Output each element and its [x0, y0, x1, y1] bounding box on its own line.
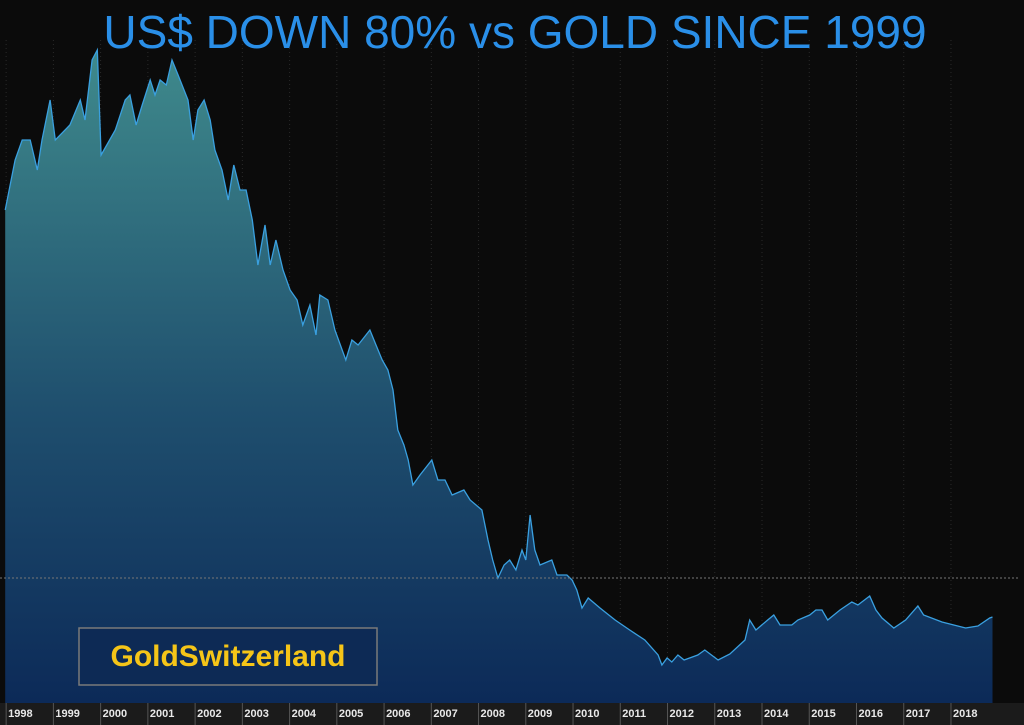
x-tick-label: 2017 — [906, 708, 930, 720]
logo-box — [78, 627, 378, 686]
x-tick-label: 2003 — [244, 708, 268, 720]
x-tick-label: 2002 — [197, 708, 221, 720]
x-tick-label: 2015 — [811, 708, 835, 720]
x-tick-label: 2004 — [292, 708, 317, 720]
x-tick-label: 2016 — [858, 708, 882, 720]
x-axis: 1998 1999 2000 2001 2002 2003 2004 2005 2006 2007… — [5, 703, 977, 725]
plot — [0, 47, 1019, 703]
x-axis-strip — [0, 703, 1024, 725]
x-tick-label: 2009 — [528, 708, 552, 720]
x-tick-label: 1998 — [8, 708, 32, 720]
x-tick-label: 2010 — [575, 708, 599, 720]
x-tick-label: 2006 — [386, 708, 410, 720]
x-tick-label: 2000 — [103, 708, 127, 720]
x-tick-label: 2014 — [764, 708, 789, 720]
x-tick-label: 2007 — [433, 708, 457, 720]
x-tick-label: 2013 — [717, 708, 741, 720]
x-tick-label: 2001 — [150, 708, 174, 720]
x-tick-label: 2012 — [670, 708, 694, 720]
chart-title: US$ DOWN 80% vs GOLD SINCE 1999 — [103, 6, 926, 58]
logo-text: GoldSwitzerland — [110, 640, 345, 673]
x-tick-label: 2011 — [622, 708, 646, 720]
x-tick-label: 2005 — [339, 708, 363, 720]
x-tick-label: 1999 — [55, 708, 79, 720]
x-tick-label: 2008 — [481, 708, 505, 720]
x-tick-label: 2018 — [953, 708, 977, 720]
line — [4, 47, 993, 667]
area-fill — [5, 50, 993, 703]
